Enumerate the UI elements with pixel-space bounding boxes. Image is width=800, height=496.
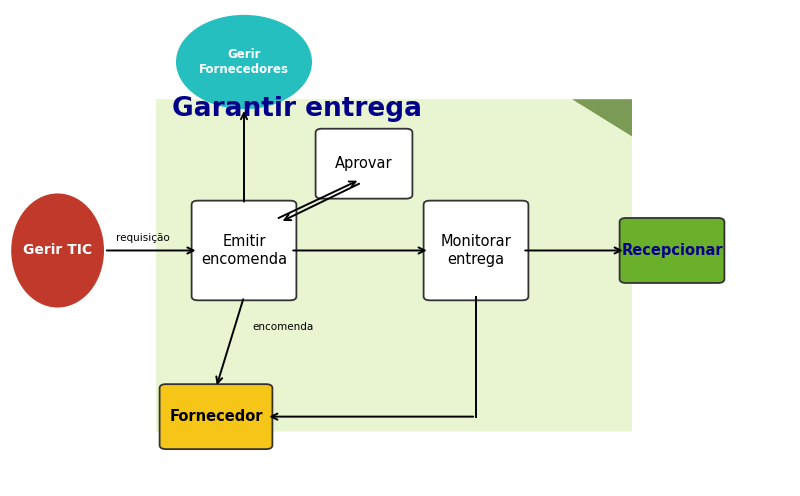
Text: Fornecedor: Fornecedor	[170, 409, 262, 424]
FancyBboxPatch shape	[620, 218, 725, 283]
Polygon shape	[156, 99, 632, 432]
Polygon shape	[572, 99, 632, 136]
Text: Emitir
encomenda: Emitir encomenda	[201, 234, 287, 267]
Ellipse shape	[176, 15, 312, 109]
Text: Aprovar: Aprovar	[335, 156, 393, 171]
Text: Monitorar
entrega: Monitorar entrega	[441, 234, 511, 267]
Text: Recepcionar: Recepcionar	[621, 243, 723, 258]
Text: encomenda: encomenda	[252, 322, 314, 332]
Text: requisição: requisição	[116, 233, 170, 243]
FancyBboxPatch shape	[424, 201, 528, 301]
Text: Garantir entrega: Garantir entrega	[172, 96, 422, 122]
FancyBboxPatch shape	[315, 128, 413, 198]
Text: Gerir TIC: Gerir TIC	[23, 244, 92, 257]
FancyBboxPatch shape	[160, 384, 272, 449]
FancyBboxPatch shape	[192, 201, 296, 301]
Ellipse shape	[11, 193, 104, 308]
Text: Gerir
Fornecedores: Gerir Fornecedores	[199, 48, 289, 76]
